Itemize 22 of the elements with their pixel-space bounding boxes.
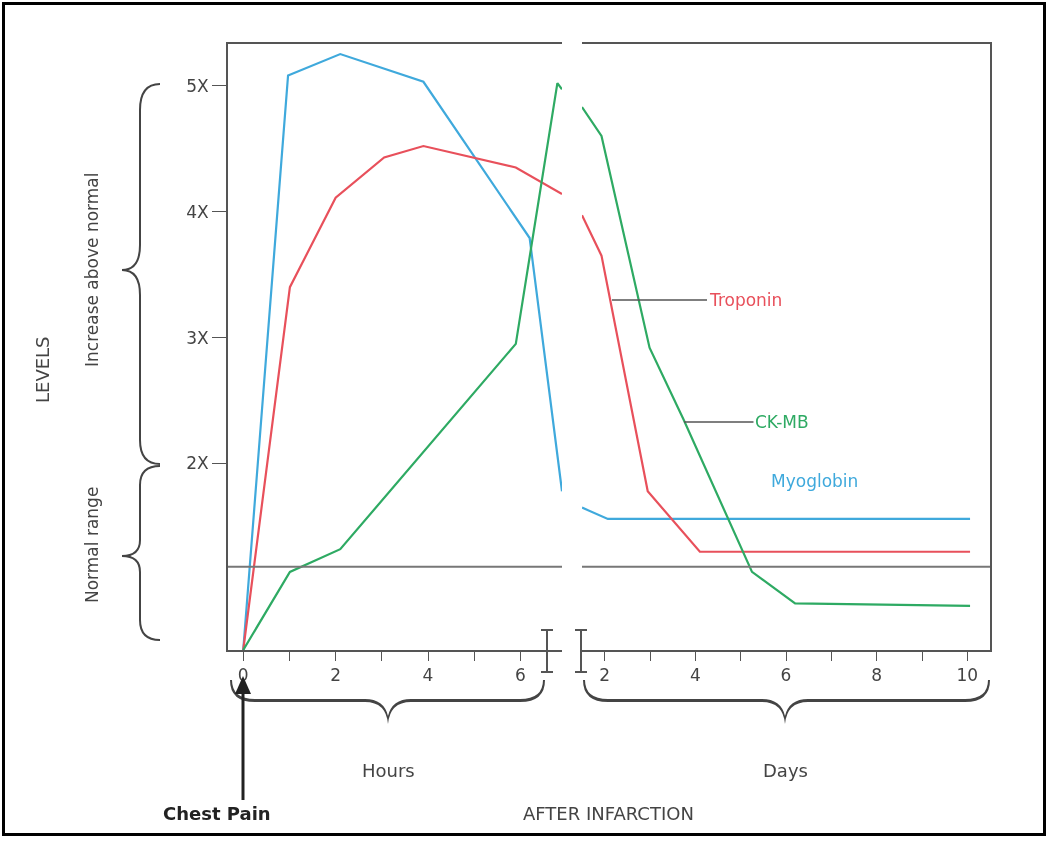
y-tick-label: 2X xyxy=(186,453,209,474)
x-tick-label: 4 xyxy=(422,665,434,686)
x-tick-label: 8 xyxy=(871,665,883,686)
text: Days xyxy=(763,760,808,781)
x-tick-label: 4 xyxy=(689,665,701,686)
x-tick-label: 2 xyxy=(599,665,611,686)
x-tick-label: 10 xyxy=(956,665,979,686)
text: CK-MB xyxy=(755,412,809,432)
text: Chest Pain xyxy=(163,803,271,824)
y-tick-label: 4X xyxy=(186,201,209,222)
text: LEVELS xyxy=(32,336,53,403)
y-tick-label: 3X xyxy=(186,327,209,348)
text: Hours xyxy=(362,760,415,781)
series-label: Myoglobin xyxy=(771,471,859,491)
text: Normal range xyxy=(82,486,102,603)
text: AFTER INFARCTION xyxy=(523,803,694,824)
x-tick-label: 6 xyxy=(515,665,526,686)
y-tick-label: 5X xyxy=(186,75,209,96)
text: Troponin xyxy=(709,290,783,310)
text: Increase above normal xyxy=(82,172,102,367)
x-tick-label: 2 xyxy=(330,665,342,686)
x-tick-label: 6 xyxy=(780,665,792,686)
